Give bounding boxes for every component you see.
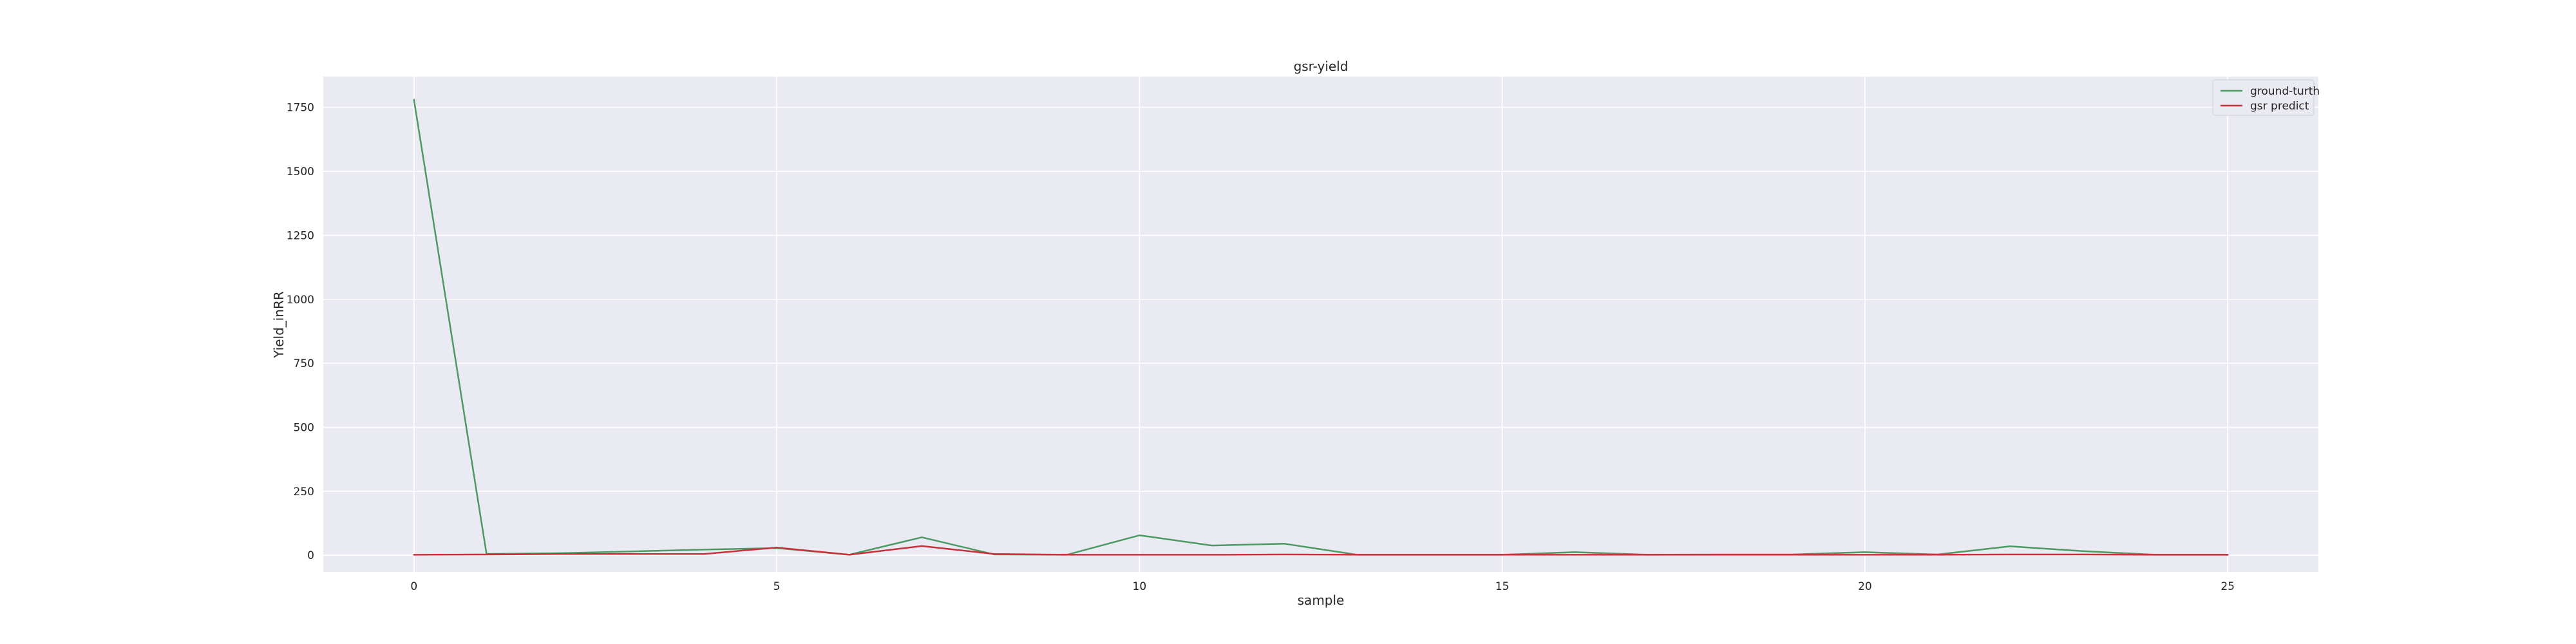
x-tick-label: 15 [1495, 580, 1510, 593]
plot-background [323, 77, 2318, 572]
y-tick-label: 500 [294, 421, 314, 434]
y-tick-label: 750 [294, 357, 314, 370]
legend-label-gsr-predict: gsr predict [2250, 100, 2309, 113]
y-tick-label: 0 [307, 549, 314, 562]
x-tick-label: 25 [2221, 580, 2235, 593]
y-tick-label: 250 [294, 486, 314, 498]
y-axis-label: Yield_inRR [271, 291, 287, 359]
x-tick-label: 20 [1858, 580, 1872, 593]
y-tick-label: 1500 [287, 166, 314, 178]
y-axis: 0 250 500 750 1000 1250 1500 1750 [287, 102, 314, 562]
y-tick-label: 1000 [287, 294, 314, 307]
x-tick-label: 0 [410, 580, 417, 593]
grid [323, 77, 2318, 572]
legend-label-ground-turth: ground-turth [2250, 85, 2320, 98]
chart-title: gsr-yield [1294, 59, 1349, 74]
x-axis: 0 5 10 15 20 25 [410, 580, 2235, 593]
series-lines [413, 99, 2229, 556]
x-tick-label: 5 [773, 580, 781, 593]
legend: ground-turth gsr predict [2212, 79, 2320, 116]
x-tick-label: 10 [1133, 580, 1147, 593]
y-tick-label: 1250 [287, 229, 314, 242]
y-tick-label: 1750 [287, 102, 314, 115]
series-line-gsr-predict [413, 545, 2229, 556]
x-axis-label: sample [1298, 592, 1345, 608]
